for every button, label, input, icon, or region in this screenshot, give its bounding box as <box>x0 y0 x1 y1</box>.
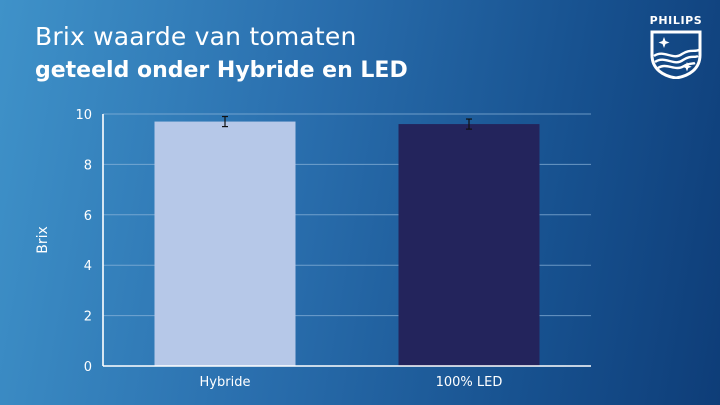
y-tick-label: 10 <box>75 108 92 123</box>
error-bar-1 <box>466 118 472 130</box>
y-tick-label: 0 <box>84 360 92 375</box>
y-axis-label: Brix <box>35 226 51 254</box>
x-tick-label: Hybride <box>200 375 251 390</box>
y-tick-label: 2 <box>84 310 92 325</box>
page-title-line1: Brix waarde van tomaten <box>35 22 357 51</box>
chart-axes <box>102 114 591 367</box>
chart-labels: 0 2 4 6 8 10 Hybride 100% LED <box>75 108 502 390</box>
x-tick-label: 100% LED <box>436 375 503 390</box>
page-title-line2: geteeld onder Hybride en LED <box>35 58 408 83</box>
philips-shield-icon <box>650 30 702 79</box>
chart-bars <box>154 115 540 366</box>
error-bar-0 <box>222 115 228 128</box>
philips-wordmark: PHILIPS <box>649 14 703 27</box>
y-tick-label: 8 <box>84 158 92 173</box>
y-tick-label: 4 <box>84 259 92 274</box>
y-tick-label: 6 <box>84 209 92 224</box>
bar-0 <box>154 121 296 366</box>
bar-1 <box>398 124 540 366</box>
philips-logo: PHILIPS <box>640 12 712 80</box>
